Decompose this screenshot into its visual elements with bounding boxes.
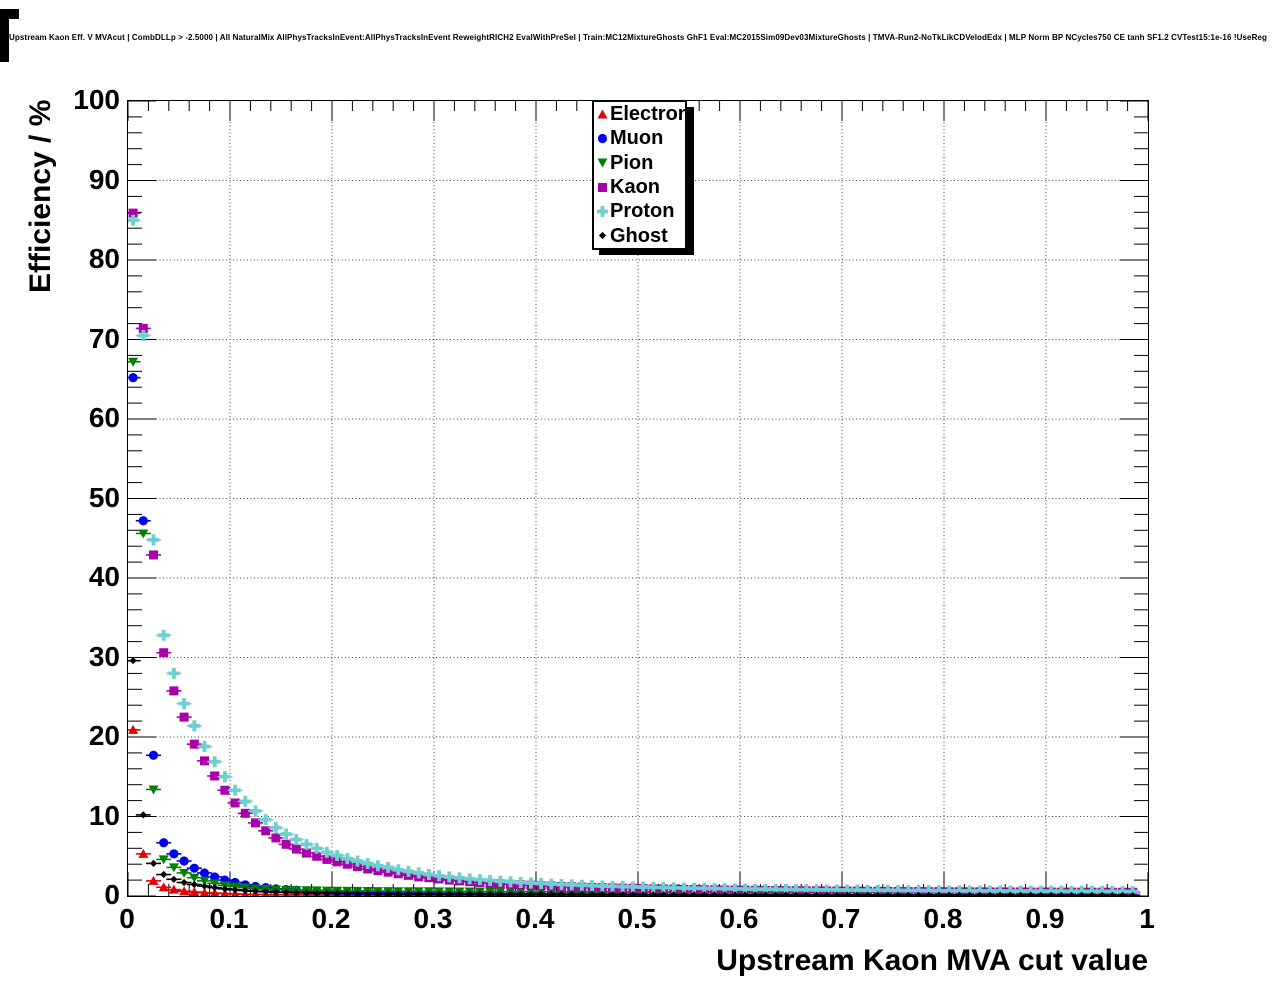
plot-frame <box>125 100 1149 900</box>
series-proton <box>125 214 1141 898</box>
legend-label: Ghost <box>610 224 668 247</box>
y-tick-label: 100 <box>73 84 120 115</box>
legend-label: Electron <box>610 103 691 126</box>
y-tick-label: 70 <box>88 322 120 354</box>
legend: Electron Muon Pion Kaon Proton Ghost <box>592 100 690 250</box>
electron-marker-icon <box>597 109 608 119</box>
y-tick-label: 40 <box>88 561 120 592</box>
legend-item-proton: Proton <box>594 199 685 223</box>
muon-marker-icon <box>597 133 608 144</box>
x-tick-label: 1 <box>1139 903 1155 934</box>
series-kaon <box>125 208 1141 897</box>
legend-label: Pion <box>610 151 654 174</box>
legend-item-ghost: Ghost <box>594 223 685 247</box>
x-tick-label: 0.8 <box>923 903 963 934</box>
y-tick-label: 0 <box>104 879 120 910</box>
x-tick-label: 0.5 <box>617 903 657 934</box>
y-tick-label: 30 <box>88 640 120 672</box>
x-tick-label: 0.6 <box>719 903 759 934</box>
plot-area <box>125 100 1149 900</box>
series-pion <box>125 357 1141 898</box>
series-electron <box>125 724 1141 900</box>
y-tick-label: 60 <box>88 402 120 433</box>
legend-label: Kaon <box>610 176 660 199</box>
corner-mark <box>0 9 19 19</box>
kaon-marker-icon <box>598 182 607 192</box>
x-tick-label: 0.1 <box>209 903 249 934</box>
y-tick-label: 20 <box>88 720 120 751</box>
legend-label: Muon <box>610 127 664 150</box>
corner-mark <box>0 9 9 62</box>
y-tick-label: 90 <box>88 163 120 195</box>
y-tick-label: 10 <box>88 799 120 831</box>
proton-marker-icon <box>597 205 608 217</box>
legend-item-muon: Muon <box>594 126 685 150</box>
legend-item-kaon: Kaon <box>594 175 685 199</box>
series-muon <box>125 373 1141 900</box>
plot-title: Upstream Kaon Eff. V MVAcut | CombDLLp >… <box>9 33 1267 42</box>
ghost-marker-icon <box>598 232 607 240</box>
x-axis-title: Upstream Kaon MVA cut value <box>716 944 1148 977</box>
legend-item-electron: Electron <box>594 102 690 126</box>
y-tick-label: 50 <box>88 481 120 513</box>
x-tick-label: 0 <box>119 903 135 934</box>
pion-marker-icon <box>597 158 608 168</box>
x-tick-label: 0.9 <box>1025 903 1065 934</box>
y-tick-label: 80 <box>88 243 120 274</box>
series-ghost <box>125 657 1141 900</box>
x-tick-label: 0.3 <box>413 903 453 934</box>
x-tick-label: 0.2 <box>311 903 351 934</box>
x-tick-label: 0.7 <box>821 903 861 934</box>
legend-label: Proton <box>610 200 675 223</box>
x-tick-label: 0.4 <box>515 903 555 934</box>
legend-item-pion: Pion <box>594 151 685 175</box>
